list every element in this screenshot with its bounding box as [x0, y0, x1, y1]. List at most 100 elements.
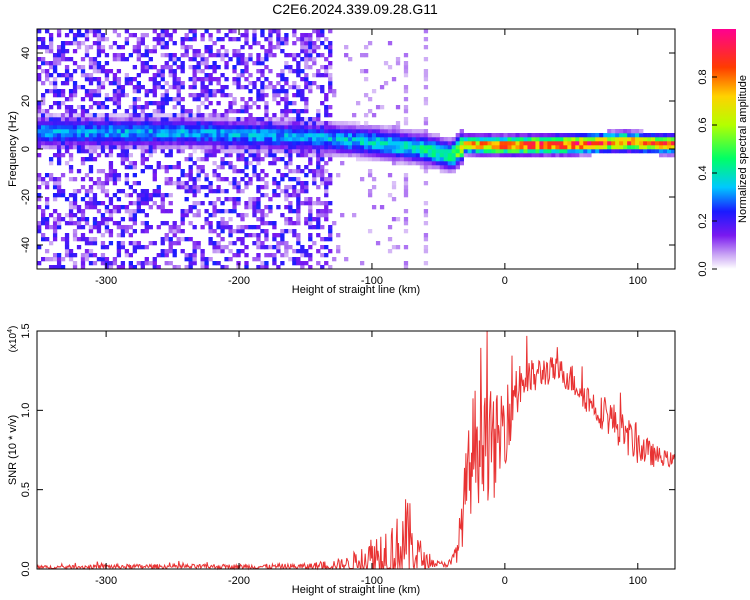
spectrogram-cell — [423, 133, 429, 138]
spectrogram-cell — [256, 125, 261, 130]
spectrogram-cell — [116, 53, 122, 58]
spectrogram-cell — [184, 117, 189, 122]
spectrogram-cell — [184, 125, 189, 130]
spectrogram-cell — [583, 137, 588, 142]
spectrogram-cell — [200, 157, 205, 162]
spectrogram-cell — [415, 137, 421, 142]
spectrogram-cell — [292, 33, 297, 38]
spectrogram-cell — [108, 129, 114, 134]
spectrogram-cell — [403, 161, 409, 166]
spectrogram-cell — [236, 153, 241, 158]
spectrogram-cell — [104, 73, 110, 78]
spectrogram-cell — [387, 249, 393, 254]
spectrogram-cell — [204, 153, 209, 158]
spectrogram-cell — [244, 245, 249, 250]
spectrogram-cell — [296, 85, 301, 90]
spectrogram-cell — [164, 125, 169, 130]
spectrogram-cell — [104, 125, 110, 130]
spectrogram-cell — [208, 101, 213, 106]
spectrogram-cell — [515, 145, 520, 150]
spectrogram-cell — [220, 157, 225, 162]
spectrogram-cell — [152, 241, 157, 246]
spectrogram-cell — [196, 117, 201, 122]
spectrogram-cell — [72, 89, 78, 94]
spectrogram-cell — [260, 33, 265, 38]
spectrogram-cell — [383, 125, 389, 130]
spectrogram-cell — [332, 125, 337, 130]
spectrogram-cell — [48, 45, 54, 50]
spectrogram-cell — [284, 253, 289, 258]
spectrogram-cell — [172, 77, 177, 82]
spectrogram-cell — [224, 221, 229, 226]
spectrogram-cell — [635, 145, 640, 150]
spectrogram-cell — [611, 129, 616, 134]
spectrogram-cell — [475, 153, 480, 158]
spectrogram-cell — [567, 153, 572, 158]
spectrogram-cell — [160, 77, 165, 82]
spectrogram-cell — [64, 237, 70, 242]
spectrogram-cell — [563, 153, 568, 158]
spectrogram-cell — [68, 77, 74, 82]
spectrogram-cell — [204, 185, 209, 190]
spectrogram-cell — [463, 133, 468, 138]
spectrogram-cell — [100, 117, 106, 122]
spectrogram-cell — [37, 137, 42, 142]
spectrogram-cell — [92, 137, 98, 142]
spectrogram-cell — [292, 133, 297, 138]
spectrogram-cell — [240, 109, 245, 114]
spectrogram-cell — [80, 217, 86, 222]
spectrogram-cell — [328, 65, 333, 70]
spectrogram-cell — [535, 149, 540, 154]
spectrogram-cell — [72, 69, 78, 74]
spectrogram-cell — [156, 165, 161, 170]
spectrogram-cell — [192, 85, 197, 90]
spectrogram-cell — [276, 149, 281, 154]
spectrogram-cell — [52, 237, 58, 242]
spectrogram-cell — [276, 129, 281, 134]
spectrogram-cell — [475, 137, 480, 142]
spectrogram-cell — [68, 41, 74, 46]
spectrogram-cell — [148, 193, 153, 198]
spectrogram-cell — [300, 201, 305, 206]
spectrogram-cell — [324, 129, 329, 134]
spectrogram-cell — [37, 225, 42, 230]
spectrogram-cell — [108, 141, 114, 146]
spectrogram-cell — [543, 145, 548, 150]
spectrogram-cell — [300, 153, 305, 158]
spectrogram-cell — [367, 153, 373, 158]
spectrogram-cell — [252, 41, 257, 46]
spectrogram-cell — [48, 177, 54, 182]
spectrogram-cell — [288, 53, 293, 58]
spectrogram-cell — [607, 141, 612, 146]
spectrogram-cell — [599, 141, 604, 146]
spectrogram-cell — [100, 137, 106, 142]
spectrogram-cell — [264, 117, 269, 122]
spectrogram-cell — [292, 137, 297, 142]
spectrogram-cell — [300, 33, 305, 38]
spectrogram-cell — [204, 193, 209, 198]
spectrogram-cell — [132, 105, 137, 110]
spectrogram-cell — [216, 113, 221, 118]
spectrogram-cell — [128, 133, 133, 138]
spectrogram-cell — [220, 141, 225, 146]
spectrogram-cell — [140, 197, 145, 202]
spectrogram-cell — [148, 125, 153, 130]
spectrogram-cell — [559, 153, 564, 158]
spectrogram-cell — [523, 145, 528, 150]
spectrogram-cell — [220, 45, 225, 50]
spectrogram-cell — [547, 153, 552, 158]
spectrogram-cell — [423, 97, 429, 102]
spectrogram-cell — [56, 29, 62, 34]
spectrogram-cell — [72, 201, 78, 206]
spectrogram-cell — [136, 209, 141, 214]
spectrogram-cell — [527, 141, 532, 146]
spectrogram-cell — [603, 133, 608, 138]
spectrogram-cell — [40, 221, 46, 226]
spectrogram-cell — [320, 177, 325, 182]
spectrogram-cell — [160, 93, 165, 98]
spectrogram-cell — [152, 93, 157, 98]
spectrogram-cell — [248, 149, 253, 154]
spectrogram-cell — [208, 189, 213, 194]
spectrogram-cell — [132, 101, 137, 106]
spectrogram-cell — [308, 117, 313, 122]
